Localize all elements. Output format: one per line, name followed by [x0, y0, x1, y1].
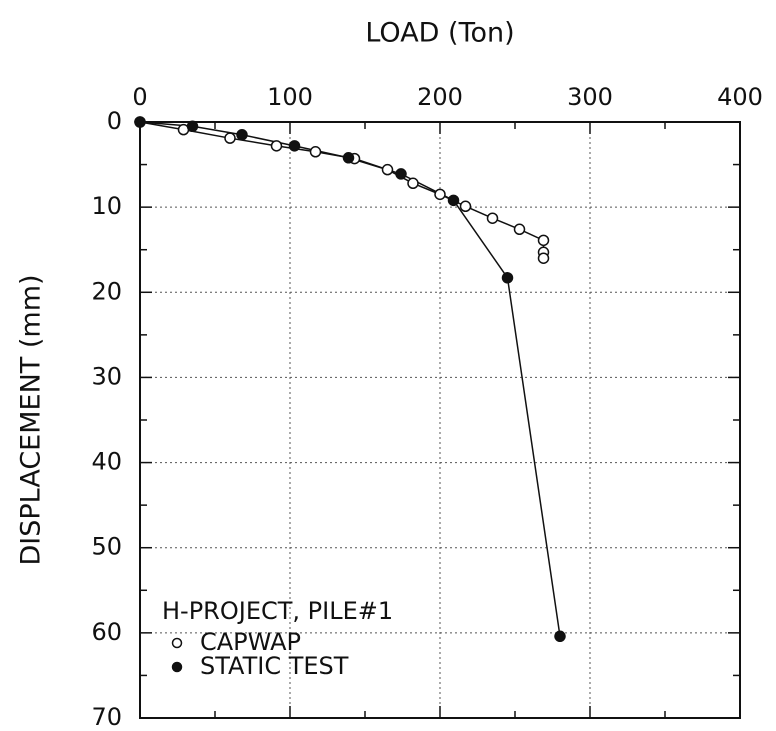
data-point: [407, 177, 419, 190]
y-tick-label: 0: [107, 107, 122, 135]
data-point: [434, 188, 446, 201]
data-point: [447, 194, 460, 207]
legend-label: CAPWAP: [200, 628, 301, 656]
data-point: [459, 200, 472, 213]
data-point: [288, 140, 301, 152]
legend-marker: [171, 637, 183, 649]
series-line: [139, 121, 561, 637]
y-tick-label: 50: [91, 533, 122, 561]
data-point: [554, 630, 566, 643]
data-point: [501, 272, 514, 284]
data-point: [395, 168, 407, 180]
y-tick-label: 30: [91, 362, 122, 390]
data-point: [537, 252, 550, 264]
series-line: [139, 121, 545, 259]
legend-marker: [171, 661, 183, 673]
legend-label: STATIC TEST: [200, 652, 349, 680]
x-tick-label: 200: [417, 83, 463, 111]
data-point: [342, 152, 355, 164]
data-point: [309, 146, 322, 158]
data-point: [513, 223, 526, 236]
x-tick-label: 0: [132, 83, 147, 111]
y-tick-label: 60: [91, 618, 122, 646]
x-tick-label: 300: [567, 83, 613, 111]
y-tick-label: 10: [91, 192, 122, 220]
data-point: [270, 140, 283, 152]
y-axis-label: DISPLACEMENT (mm): [16, 274, 47, 565]
data-point: [186, 120, 199, 133]
x-tick-label: 400: [717, 83, 763, 111]
data-point: [537, 234, 550, 247]
x-tick-label: 100: [267, 83, 313, 111]
y-tick-label: 40: [91, 448, 122, 476]
data-point: [224, 132, 236, 144]
legend-title: H-PROJECT, PILE#1: [162, 597, 393, 625]
data-point: [134, 116, 146, 128]
data-point: [381, 163, 394, 176]
y-tick-label: 70: [91, 703, 122, 731]
x-axis-label: LOAD (Ton): [365, 18, 514, 49]
y-tick-label: 20: [91, 277, 122, 305]
data-point: [486, 212, 499, 224]
data-point: [236, 129, 248, 141]
